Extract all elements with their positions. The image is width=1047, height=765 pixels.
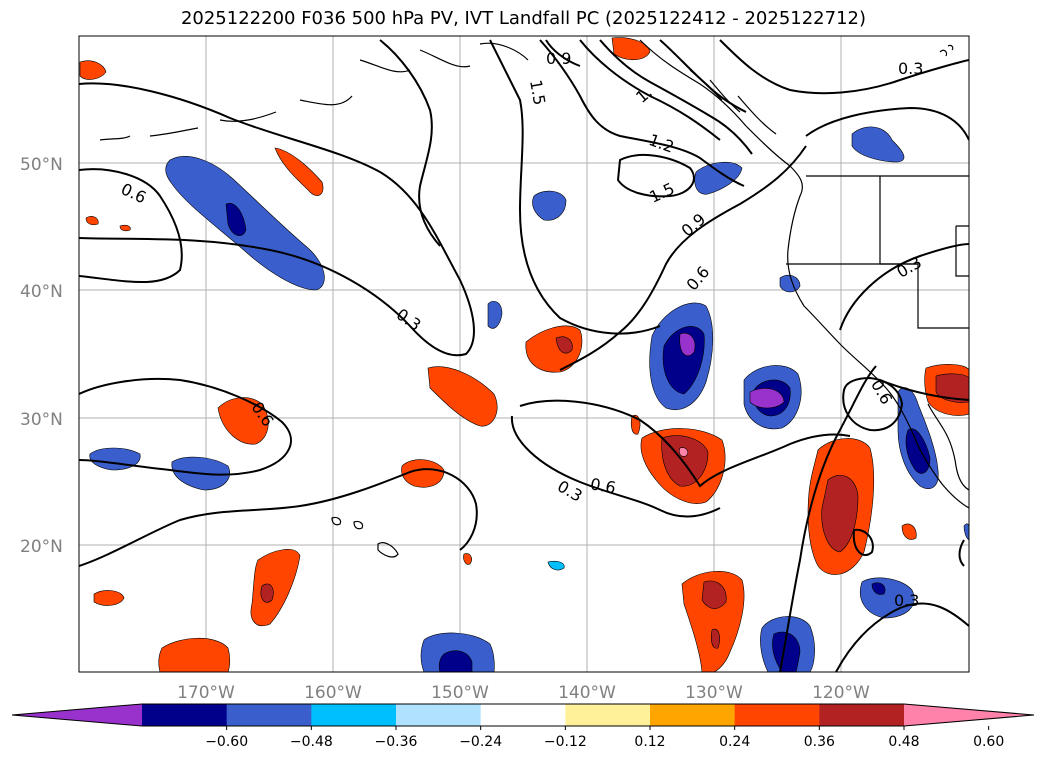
colorbar: −0.60 −0.48 −0.36 −0.24 −0.12 0.12 0.24 0.36 0.4… xyxy=(11,703,1035,750)
colorbar-swatch xyxy=(311,704,397,726)
positive-anomaly-regions xyxy=(79,37,969,672)
map-frame xyxy=(78,35,970,673)
lon-label-130w: 130°W xyxy=(685,683,743,703)
colorbar-extend-max xyxy=(904,704,1034,726)
negative-anomaly-regions xyxy=(89,126,969,672)
colorbar-tick-label: −0.60 xyxy=(205,734,248,750)
colorbar-swatch xyxy=(819,704,905,726)
colorbar-swatch xyxy=(734,704,820,726)
lon-label-150w: 150°W xyxy=(431,683,489,703)
colorbar-tick-label: 0.48 xyxy=(888,734,919,750)
colorbar-swatch xyxy=(226,704,312,726)
lon-label-120w: 120°W xyxy=(812,683,870,703)
lat-label-50n: 50°N xyxy=(20,155,63,175)
colorbar-swatch xyxy=(650,704,736,726)
colorbar-tick-label: −0.12 xyxy=(544,734,587,750)
lat-label-20n: 20°N xyxy=(20,537,63,557)
colorbar-tick-label: −0.24 xyxy=(459,734,502,750)
colorbar-swatch xyxy=(565,704,651,726)
colorbar-swatch xyxy=(480,704,566,726)
lon-label-140w: 140°W xyxy=(558,683,616,703)
colorbar-tick-label: −0.48 xyxy=(290,734,333,750)
contour-label: 0.9 xyxy=(546,49,571,68)
colorbar-swatch xyxy=(396,704,482,726)
contour-label: 1.5 xyxy=(526,78,549,106)
contour-label: 0.6 xyxy=(589,474,617,497)
contour-label: 0.3 xyxy=(898,59,923,78)
map-title: 2025122200 F036 500 hPa PV, IVT Landfall… xyxy=(180,8,867,29)
colorbar-tick-label: −0.36 xyxy=(375,734,418,750)
lon-label-170w: 170°W xyxy=(177,683,235,703)
colorbar-outline xyxy=(11,703,1035,727)
colorbar-swatch xyxy=(142,704,228,726)
lat-label-30n: 30°N xyxy=(20,410,63,430)
colorbar-extend-min xyxy=(12,704,142,726)
colorbar-tick-label: 0.24 xyxy=(719,734,750,750)
lon-label-160w: 160°W xyxy=(304,683,362,703)
pv-contours xyxy=(79,39,969,672)
colorbar-tick-label: 0.12 xyxy=(634,734,665,750)
longitude-labels: 170°W 160°W 150°W 140°W 130°W 120°W xyxy=(177,683,870,703)
colorbar-tick-label: 0.60 xyxy=(973,734,1004,750)
colorbar-tick-label: 0.36 xyxy=(804,734,835,750)
contour-label: 0.3 xyxy=(894,591,919,610)
lat-label-40n: 40°N xyxy=(20,282,63,302)
coastlines xyxy=(99,39,969,558)
latitude-labels: 50°N 40°N 30°N 20°N xyxy=(20,155,63,557)
map-panel xyxy=(79,36,969,672)
